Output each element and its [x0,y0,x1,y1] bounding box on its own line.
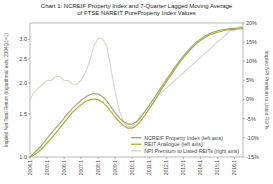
x-tick [234,157,235,159]
legend-swatch [131,150,141,151]
y2-tick-label: 0% [246,96,254,102]
plot-frame [30,23,243,157]
x-tick [64,157,65,159]
x-tick [115,157,116,159]
y2-tick-label: -5% [246,116,256,122]
y2-axis-label: Implied NPI Premium to Listed REITs [264,51,269,131]
x-tick [217,157,218,159]
y2-tick [243,157,245,158]
y2-tick-label: 5% [246,77,254,83]
x-tick [183,157,184,159]
y2-tick-label: 20% [246,20,257,26]
x-tick [47,157,48,159]
legend: NCREIF Property Index (left axis)REIT An… [131,135,239,154]
legend-swatch [131,137,141,138]
y-tick-label: 3.0 [19,36,27,42]
x-tick-label: 2014:1 [197,160,203,176]
x-tick [81,157,82,159]
y-tick-label: 2.5 [19,56,27,62]
y-tick-label: 1.0 [19,154,27,160]
title-line: Chart 1: NCREIF Property Index and 7-Qua… [41,3,233,9]
x-tick-label: 2012:1 [163,160,169,176]
x-tick-label: 2011:1 [146,160,152,175]
y2-tick-label: 10% [246,58,257,64]
y-tick-label: 2.0 [19,80,27,86]
x-tick-label: 2007:1 [78,160,84,176]
x-tick [98,157,99,159]
y-tick-label: 1.5 [19,111,27,117]
series-line [30,28,243,157]
y2-tick-label: -10% [246,135,259,141]
title-line: of FTSE NAREIT PureProperty Index Values [77,10,196,16]
x-tick-label: 2008:1 [95,160,101,176]
legend-swatch [131,144,141,145]
x-tick [200,157,201,159]
y-tick [28,39,30,40]
x-tick-label: 2015:1 [214,160,220,176]
chart: Chart 1: NCREIF Property Index and 7-Qua… [0,0,273,184]
x-tick-label: 2016:1 [231,160,237,176]
y2-tick [243,99,245,100]
x-tick-label: 2004:1 [27,160,33,176]
y2-tick [243,118,245,119]
y2-tick [243,23,245,24]
x-tick-label: 2010:1 [129,160,135,176]
x-tick [166,157,167,159]
legend-label: REIT Analogue (left axis) [144,141,203,147]
series-line [30,27,243,127]
legend-label: NPI Premium to Listed REITs (right axis) [144,148,239,154]
x-tick-label: 2009:1 [112,160,118,176]
legend-label: NCREIF Property Index (left axis) [144,135,223,141]
y2-tick-label: -15% [246,154,259,160]
y-tick [28,113,30,114]
y2-tick [243,137,245,138]
y-axis-label: Implied Net Total Return (logarithmic ax… [4,33,9,148]
x-tick-label: 2006:1 [61,160,67,176]
series-line [30,29,243,157]
y2-tick-label: 15% [246,39,257,45]
x-tick-label: 2013:1 [180,160,186,176]
x-tick-label: 2005:1 [44,160,50,176]
y2-tick [243,61,245,62]
x-tick [149,157,150,159]
x-tick [132,157,133,159]
y2-tick [243,80,245,81]
y-tick [28,82,30,83]
title: Chart 1: NCREIF Property Index and 7-Qua… [41,3,233,16]
y-tick [28,58,30,59]
y2-tick [243,42,245,43]
